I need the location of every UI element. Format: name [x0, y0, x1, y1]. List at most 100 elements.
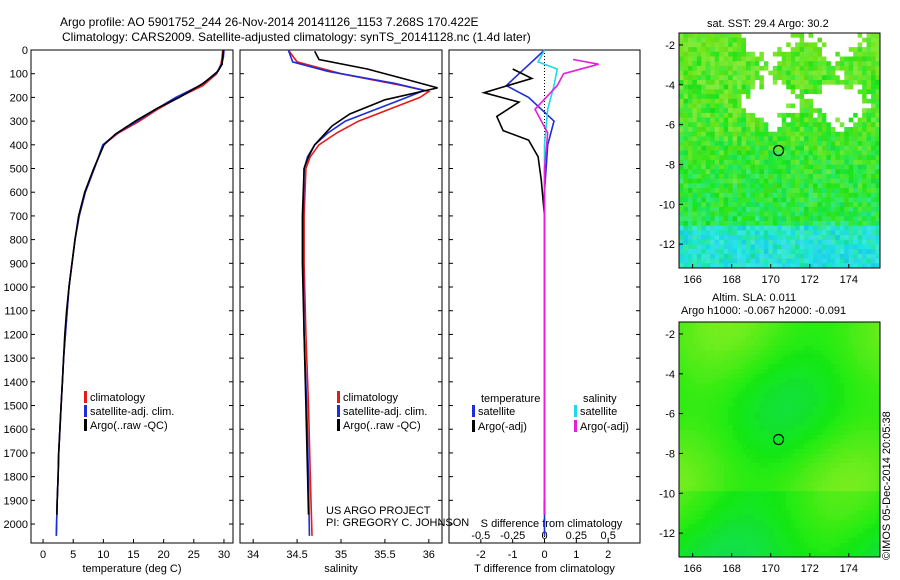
map-y-tick-label: -8 — [665, 159, 675, 171]
legend-title: temperature — [481, 393, 540, 405]
x-tick-label: 15 — [127, 549, 139, 561]
map-x-tick-label: 172 — [801, 274, 819, 286]
map-y-tick-label: -12 — [659, 239, 675, 251]
depth-tick-label: 1300 — [4, 353, 28, 365]
depth-tick-label: 2000 — [4, 519, 28, 531]
depth-tick-label: 1700 — [4, 448, 28, 460]
legend-swatch — [574, 420, 577, 432]
x-top-tick-label: 0.25 — [566, 530, 587, 542]
x-top-tick-label: 0 — [541, 530, 547, 542]
depth-tick-label: 200 — [10, 92, 28, 104]
x-tick-label: 2 — [605, 549, 611, 561]
depth-tick-label: 500 — [10, 164, 28, 176]
series-line — [287, 49, 431, 536]
legend-label: satellite — [580, 406, 617, 418]
series-line — [301, 50, 438, 515]
panel-frame-temperature — [30, 49, 234, 544]
legend-label: climatology — [343, 392, 399, 404]
depth-tick-label: 1800 — [4, 472, 28, 484]
series-line — [534, 58, 599, 515]
legend-label: Argo(-adj) — [580, 421, 629, 433]
x-tick-label: 34.5 — [286, 549, 307, 561]
series-line — [536, 49, 559, 501]
x-axis-label: temperature (deg C) — [82, 563, 181, 575]
legend-label: satellite — [478, 406, 515, 418]
x-tick-label: 34 — [247, 549, 259, 561]
legend-label: satellite-adj. clim. — [343, 406, 427, 418]
map-y-tick-label: -4 — [665, 369, 675, 381]
x-tick-label: 35.5 — [374, 549, 395, 561]
map-x-tick-label: 166 — [683, 274, 701, 286]
x-tick-label: -2 — [476, 549, 486, 561]
sla-map-subtitle: Argo h1000: -0.067 h2000: -0.091 — [681, 305, 847, 317]
map-x-tick-label: 168 — [723, 563, 741, 575]
x-tick-label: 25 — [188, 549, 200, 561]
x-axis-label: T difference from climatology — [474, 563, 615, 575]
legend-swatch — [84, 405, 87, 417]
depth-tick-label: 0 — [22, 45, 28, 57]
series-line — [55, 49, 224, 536]
map-x-tick-label: 172 — [801, 563, 819, 575]
legend-swatch — [337, 419, 340, 431]
map-y-tick-label: -6 — [665, 120, 675, 132]
legend-swatch — [472, 420, 475, 432]
x-tick-label: 30 — [218, 549, 230, 561]
x-tick-label: 1 — [573, 549, 579, 561]
depth-tick-label: 700 — [10, 211, 28, 223]
legend-swatch — [84, 391, 87, 403]
x-tick-label: -1 — [508, 549, 518, 561]
x-axis-label: salinity — [324, 563, 358, 575]
project-annotation: PI: GREGORY C. JOHNSON — [326, 517, 469, 529]
legend-swatch — [337, 391, 340, 403]
legend-label: Argo(..raw -QC) — [343, 420, 421, 432]
map-y-tick-label: -12 — [659, 528, 675, 540]
sst-map-frame — [678, 32, 881, 269]
map-y-tick-label: -2 — [665, 329, 675, 341]
depth-tick-label: 1500 — [4, 401, 28, 413]
depth-tick-label: 1600 — [4, 424, 28, 436]
series-line — [56, 49, 225, 515]
sla-map-frame — [678, 321, 881, 558]
x-tick-label: 20 — [158, 549, 170, 561]
legend-swatch — [84, 419, 87, 431]
depth-tick-label: 1100 — [4, 306, 28, 318]
sla-map-field — [679, 322, 881, 558]
argo-position-marker — [772, 433, 785, 446]
series-line — [481, 68, 546, 515]
legend-label: climatology — [90, 392, 146, 404]
depth-tick-label: 1200 — [4, 329, 28, 341]
map-x-tick-label: 168 — [723, 274, 741, 286]
map-x-tick-label: 166 — [683, 563, 701, 575]
depth-tick-label: 100 — [10, 69, 28, 81]
map-y-tick-label: -4 — [665, 80, 675, 92]
legend-swatch — [337, 405, 340, 417]
map-x-tick-label: 174 — [840, 563, 858, 575]
legend-swatch — [574, 405, 577, 417]
header-line1: Argo profile: AO 5901752_244 26-Nov-2014… — [60, 15, 479, 29]
depth-tick-label: 800 — [10, 235, 28, 247]
legend-label: Argo(-adj) — [478, 421, 527, 433]
x-tick-label: 35 — [335, 549, 347, 561]
header-line2: Climatology: CARS2009. Satellite-adjuste… — [62, 30, 531, 44]
map-y-tick-label: -6 — [665, 409, 675, 421]
legend-label: Argo(..raw -QC) — [90, 420, 168, 432]
x-top-tick-label: 0.5 — [601, 530, 616, 542]
depth-tick-label: 1900 — [4, 495, 28, 507]
depth-tick-label: 400 — [10, 140, 28, 152]
series-line — [55, 49, 225, 536]
x-tick-label: 10 — [97, 549, 109, 561]
map-y-tick-label: -2 — [665, 40, 675, 52]
map-y-tick-label: -10 — [659, 488, 675, 500]
legend-label: satellite-adj. clim. — [90, 406, 174, 418]
depth-tick-label: 600 — [10, 187, 28, 199]
x-tick-label: 36 — [423, 549, 435, 561]
sst-map-title: sat. SST: 29.4 Argo: 30.2 — [707, 18, 829, 30]
argo-position-marker — [772, 144, 785, 157]
x-tick-label: 0 — [541, 549, 547, 561]
legend-title: salinity — [583, 393, 617, 405]
project-annotation: US ARGO PROJECT — [326, 505, 431, 517]
depth-tick-label: 1400 — [4, 377, 28, 389]
depth-tick-label: 900 — [10, 258, 28, 270]
map-x-tick-label: 174 — [840, 274, 858, 286]
